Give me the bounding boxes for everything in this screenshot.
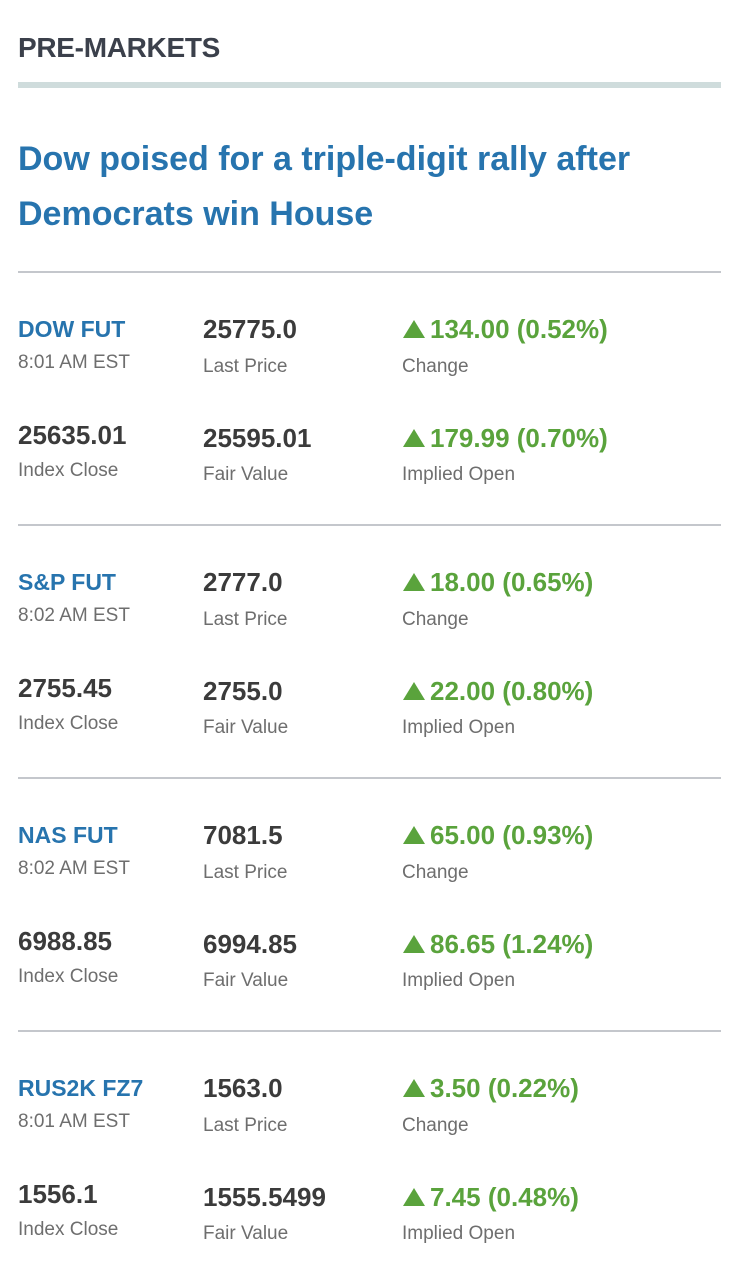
change-label: Change [402,356,469,377]
fair-value-label: Fair Value [203,717,289,738]
last-price-label: Last Price [203,609,288,630]
index-close-label: Index Close [18,713,119,734]
index-close: 25635.01 [18,420,127,450]
change-text: 18.00 (0.65%) [430,567,594,597]
up-arrow [403,320,425,338]
implied-open-label: Implied Open [402,1223,516,1244]
divider [18,524,721,526]
change: 3.50 (0.22%) [402,1073,579,1104]
implied-open: 22.00 (0.80%) [402,676,593,707]
implied-open-label: Implied Open [402,717,516,738]
market-name: DOW FUT [18,316,126,342]
fair-value-label: Fair Value [203,1223,289,1244]
up-arrow [403,682,425,700]
index-close: 6988.85 [18,926,112,956]
last-price: 25775.0 [203,314,297,344]
change-label: Change [402,609,469,630]
last-price-label: Last Price [203,356,288,377]
section-title: PRE-MARKETS [18,32,221,63]
title-bar [18,82,721,88]
implied-open-label: Implied Open [402,464,516,485]
up-arrow [403,1188,425,1206]
divider [18,271,721,273]
change: 18.00 (0.65%) [402,567,593,598]
fair-value: 1555.5499 [203,1182,326,1212]
last-price: 2777.0 [203,567,283,597]
implied-open-text: 22.00 (0.80%) [430,676,594,706]
index-close-label: Index Close [18,1219,119,1240]
market-name: S&P FUT [18,569,116,595]
fair-value-label: Fair Value [203,464,289,485]
change: 134.00 (0.52%) [402,314,608,345]
up-arrow [403,826,425,844]
divider [18,1030,721,1032]
change-label: Change [402,1115,469,1136]
last-price: 1563.0 [203,1073,283,1103]
divider [18,777,721,779]
market-name: RUS2K FZ7 [18,1075,144,1101]
market-time: 8:01 AM EST [18,1111,130,1132]
market-time: 8:01 AM EST [18,352,130,373]
market-time: 8:02 AM EST [18,605,130,626]
implied-open: 179.99 (0.70%) [402,423,608,454]
change-label: Change [402,862,469,883]
change-text: 134.00 (0.52%) [430,314,608,344]
up-arrow [403,1079,425,1097]
up-arrow [403,573,425,591]
fair-value: 6994.85 [203,929,297,959]
market-name: NAS FUT [18,822,118,848]
change: 65.00 (0.93%) [402,820,593,851]
headline[interactable]: Dow poised for a triple-digit rally afte… [18,140,631,233]
change-text: 3.50 (0.22%) [430,1073,579,1103]
up-arrow [403,429,425,447]
last-price: 7081.5 [203,820,283,850]
index-close-label: Index Close [18,460,119,481]
implied-open-text: 7.45 (0.48%) [430,1182,579,1212]
implied-open-text: 86.65 (1.24%) [430,929,594,959]
fair-value-label: Fair Value [203,970,289,991]
change-text: 65.00 (0.93%) [430,820,594,850]
index-close: 2755.45 [18,673,112,703]
index-close-label: Index Close [18,966,119,987]
implied-open-label: Implied Open [402,970,516,991]
fair-value: 2755.0 [203,676,283,706]
last-price-label: Last Price [203,862,288,883]
market-time: 8:02 AM EST [18,858,130,879]
up-arrow [403,935,425,953]
implied-open: 7.45 (0.48%) [402,1182,579,1213]
implied-open-text: 179.99 (0.70%) [430,423,608,453]
implied-open: 86.65 (1.24%) [402,929,593,960]
fair-value: 25595.01 [203,423,312,453]
index-close: 1556.1 [18,1179,98,1209]
last-price-label: Last Price [203,1115,288,1136]
